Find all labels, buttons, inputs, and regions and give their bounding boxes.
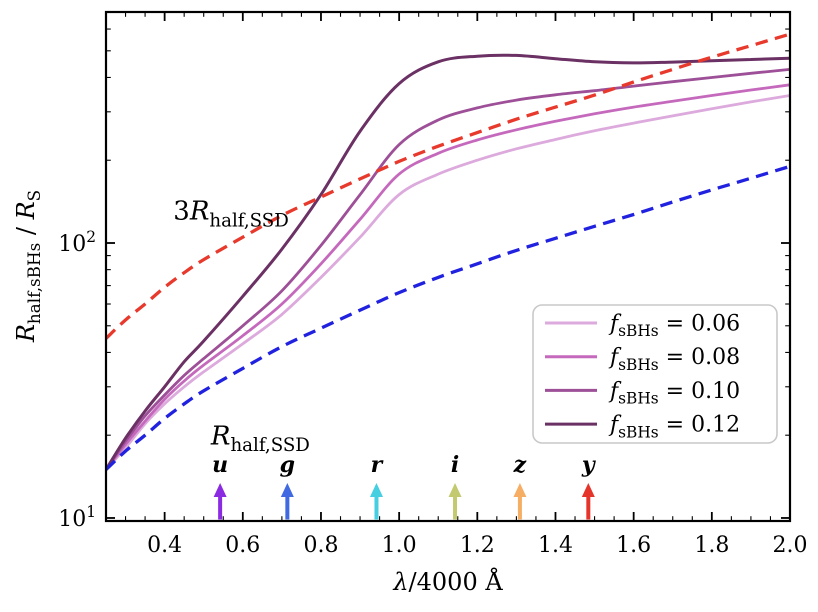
legend-label-fsbhs-012: fsBHs = 0.12	[608, 413, 740, 442]
plot-frame	[104, 10, 792, 523]
legend-entry-fsbhs-006: fsBHs = 0.06	[545, 312, 740, 341]
band-arrow-head-r	[369, 483, 383, 497]
band-marker-r: r	[369, 452, 384, 520]
y-tick-label: 101	[58, 503, 96, 532]
tick-labels: 0.4 0.6 0.8 1.0 1.2 1.4 1.6 1.8 2.0 101 102	[58, 228, 807, 558]
curve-fsbhs-008	[106, 83, 790, 471]
band-label-i: i	[451, 452, 459, 478]
legend-label-fsbhs-010: fsBHs = 0.10	[608, 379, 740, 408]
band-label-g: g	[280, 452, 295, 478]
x-tick-label: 0.4	[147, 533, 182, 558]
curve-rhalf-ssd	[106, 164, 790, 471]
curve-3rhalf-ssd	[106, 32, 790, 340]
band-marker-u: u	[212, 452, 228, 520]
x-tick-label: 1.2	[460, 533, 495, 558]
legend-entry-fsbhs-008: fsBHs = 0.08	[545, 345, 740, 374]
legend-box	[532, 304, 778, 444]
y-tick-label: 102	[58, 228, 96, 257]
x-tick-label: 1.0	[382, 533, 417, 558]
x-tick-label: 1.4	[538, 533, 573, 558]
legend: fsBHs = 0.06 fsBHs = 0.08 fsBHs = 0.10 fsBH…	[532, 304, 778, 444]
band-label-z: z	[513, 452, 527, 478]
annotation-3rhalf-ssd: 3Rhalf,SSD	[173, 197, 289, 232]
x-tick-label: 1.6	[616, 533, 651, 558]
band-marker-y: y	[581, 452, 597, 520]
x-tick-label: 0.8	[303, 533, 338, 558]
band-marker-z: z	[513, 452, 527, 520]
curve-fsbhs-006	[106, 94, 790, 471]
band-arrow-head-u	[213, 483, 227, 497]
band-marker-i: i	[448, 452, 462, 520]
x-tick-label: 0.6	[225, 533, 260, 558]
annotation-rhalf-ssd: Rhalf,SSD	[210, 421, 310, 456]
band-label-u: u	[212, 452, 228, 478]
x-axis-label: λ/4000 Å	[392, 567, 503, 596]
band-label-y: y	[581, 452, 597, 478]
x-tick-label: 1.8	[694, 533, 729, 558]
band-arrow-head-z	[513, 483, 527, 497]
band-marker-g: g	[280, 452, 295, 520]
curve-fsbhs-010	[106, 68, 790, 471]
band-arrow-head-y	[581, 483, 595, 497]
y-axis-label: Rhalf,sBHs / RS	[12, 190, 44, 343]
legend-label-fsbhs-006: fsBHs = 0.06	[608, 312, 740, 341]
legend-entry-fsbhs-012: fsBHs = 0.12	[545, 413, 740, 442]
curves	[106, 32, 790, 471]
band-arrow-head-g	[280, 483, 294, 497]
x-tick-label: 2.0	[773, 533, 808, 558]
band-arrow-head-i	[448, 483, 462, 497]
curve-fsbhs-012	[106, 53, 790, 471]
legend-entry-fsbhs-010: fsBHs = 0.10	[545, 379, 740, 408]
legend-label-fsbhs-008: fsBHs = 0.08	[608, 345, 740, 374]
band-label-r: r	[371, 452, 384, 478]
